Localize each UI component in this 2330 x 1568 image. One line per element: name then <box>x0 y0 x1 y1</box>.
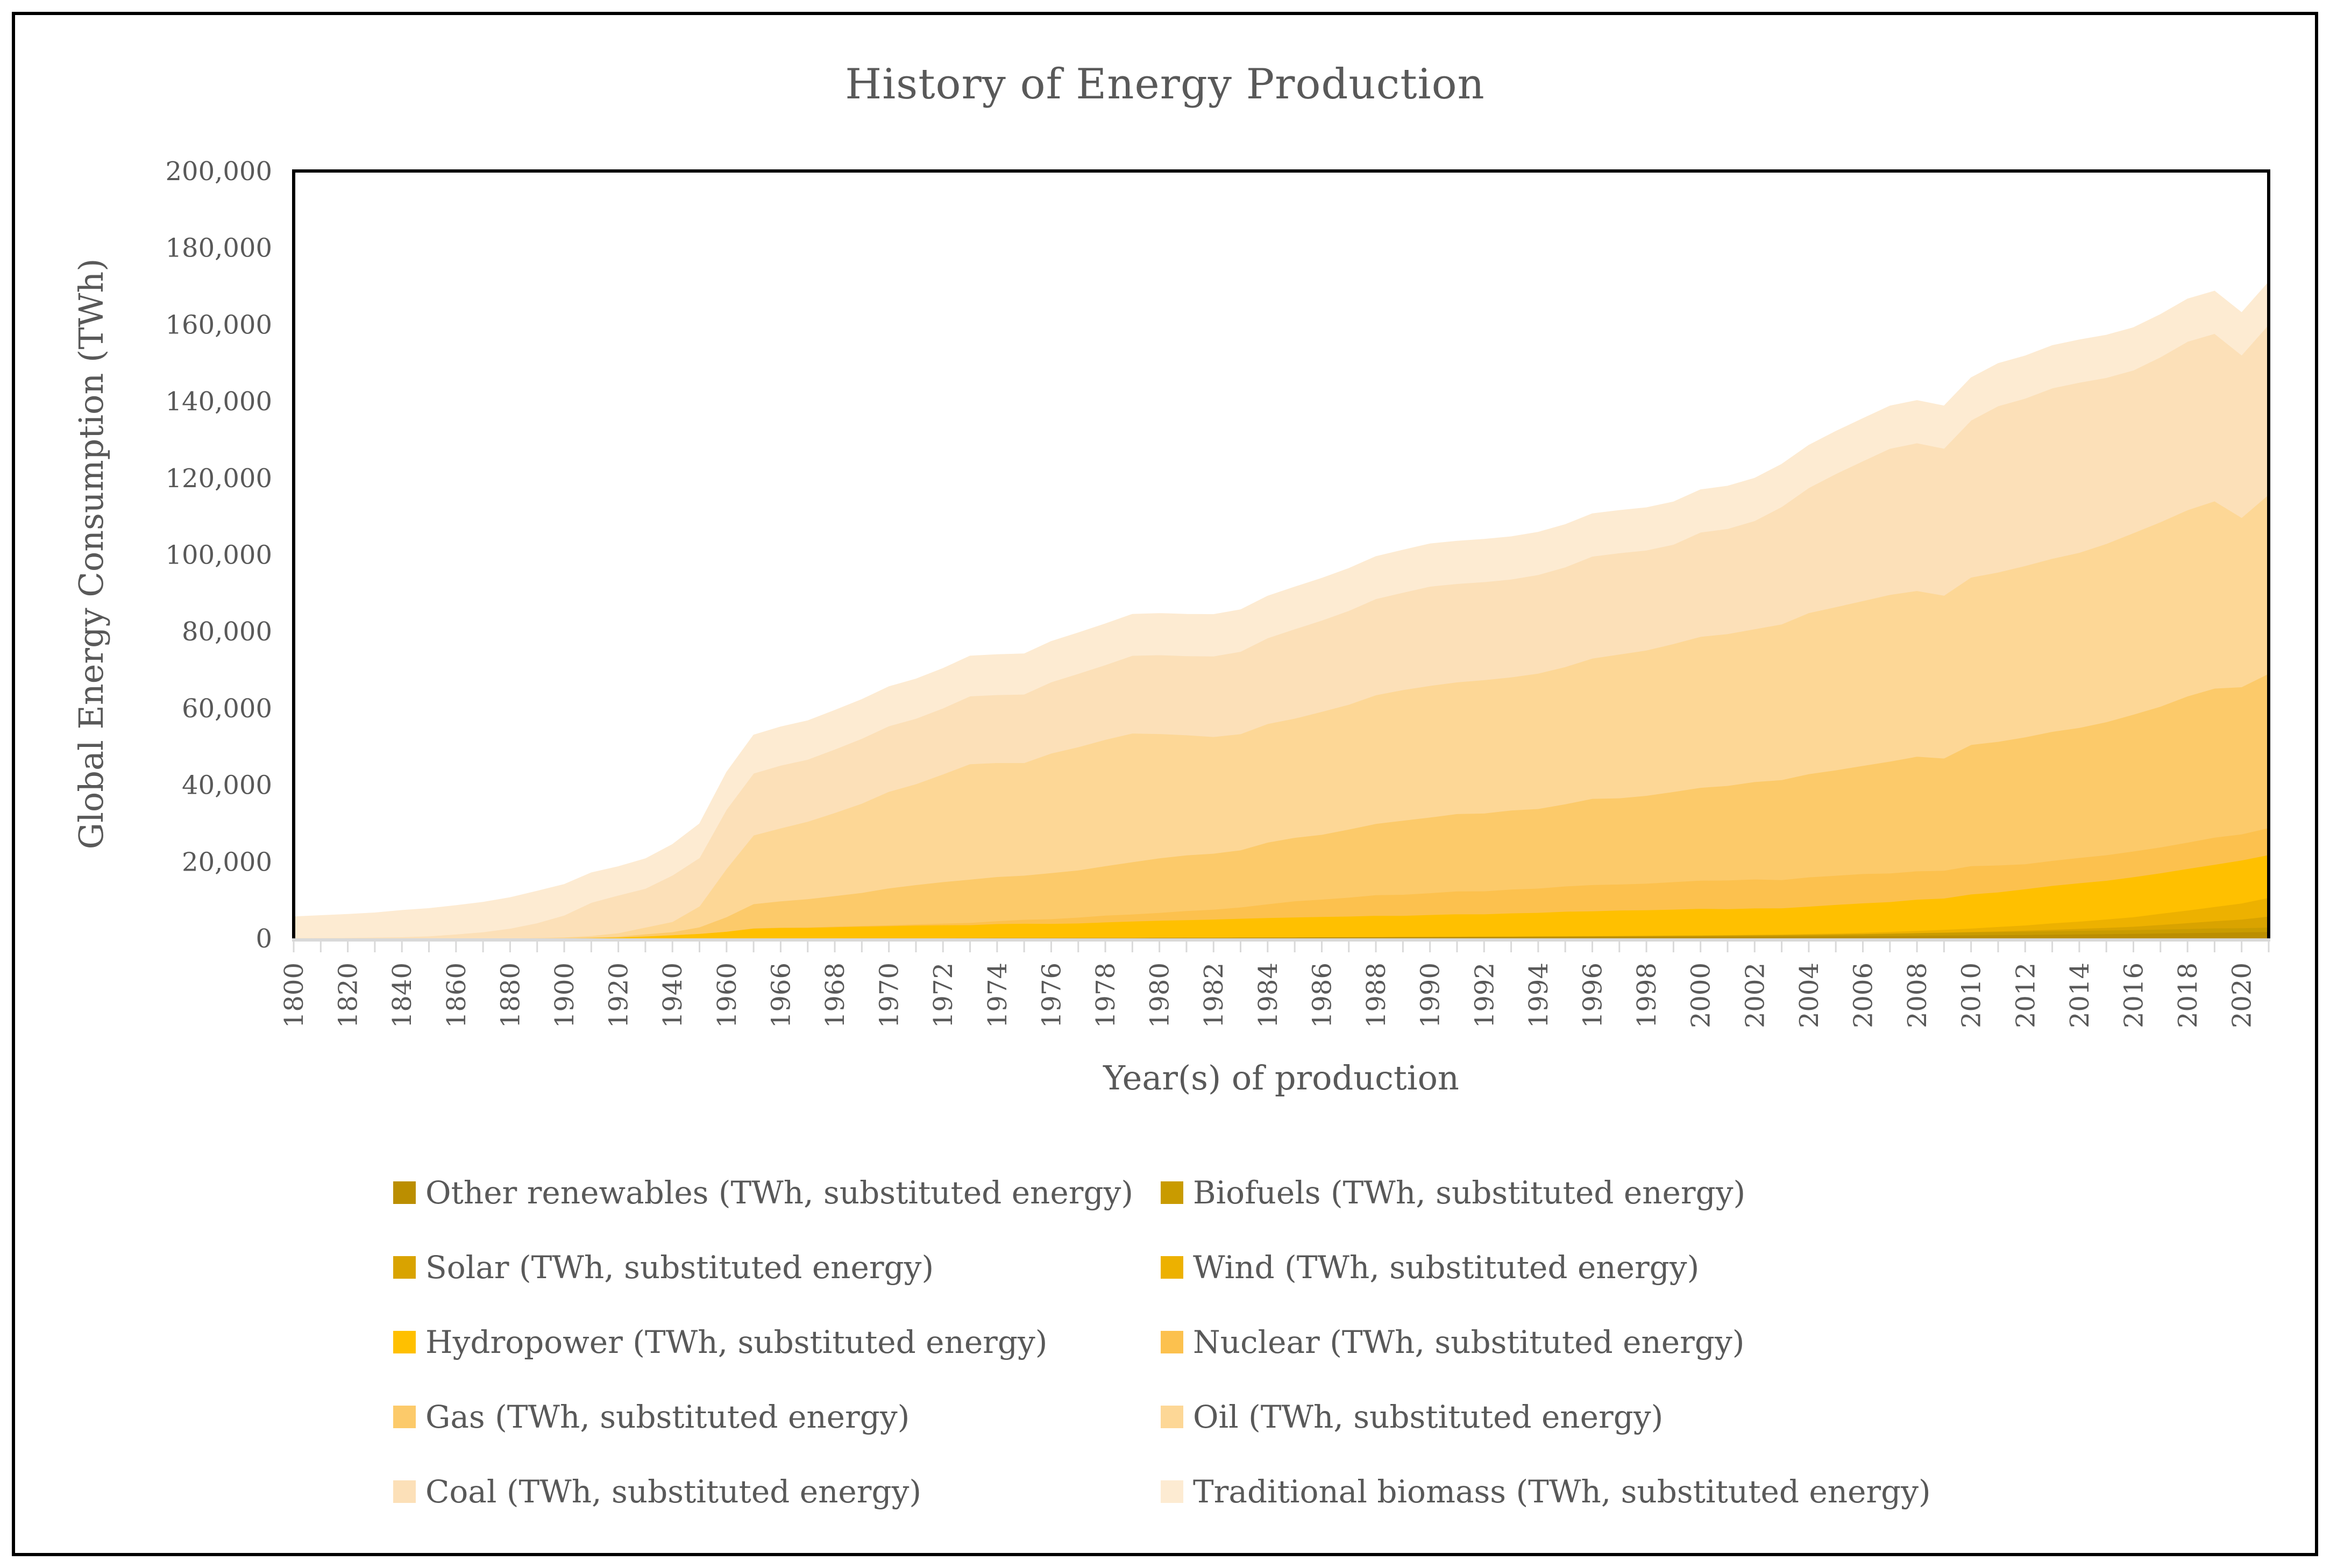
x-tick-label: 1940 <box>658 963 688 1028</box>
x-axis-title: Year(s) of production <box>1103 1058 1459 1097</box>
x-tick-label: 1974 <box>983 963 1013 1028</box>
legend-swatch-icon <box>393 1256 416 1279</box>
x-tick-label: 1984 <box>1253 963 1283 1028</box>
x-tick-label: 2008 <box>1902 963 1933 1028</box>
x-tick-label: 2018 <box>2173 963 2203 1028</box>
x-tick-label: 2000 <box>1686 963 1716 1028</box>
legend-label: Wind (TWh, substituted energy) <box>1193 1249 1700 1286</box>
x-tick-label: 1976 <box>1036 963 1067 1028</box>
legend-item-7: Gas (TWh, substituted energy) <box>393 1379 1161 1454</box>
legend-swatch-icon <box>393 1480 416 1503</box>
x-tick-label: 1820 <box>333 963 364 1028</box>
x-tick-label: 1990 <box>1416 963 1446 1028</box>
x-tick-label: 1996 <box>1578 963 1608 1028</box>
x-tick-label: 2012 <box>2011 963 2041 1028</box>
x-tick-label: 2020 <box>2227 963 2257 1028</box>
legend-label: Other renewables (TWh, substituted energ… <box>425 1174 1133 1211</box>
y-tick-label: 20,000 <box>182 847 272 877</box>
y-tick-label: 120,000 <box>166 464 273 494</box>
x-tick-label: 1900 <box>550 963 580 1028</box>
x-tick-label: 2004 <box>1794 963 1824 1028</box>
legend-item-1: Other renewables (TWh, substituted energ… <box>393 1155 1161 1230</box>
x-tick-label: 1980 <box>1145 963 1175 1028</box>
legend-swatch-icon <box>393 1405 416 1428</box>
legend-item-8: Oil (TWh, substituted energy) <box>1161 1379 2021 1454</box>
legend-label: Nuclear (TWh, substituted energy) <box>1193 1323 1745 1360</box>
x-tick-label: 1966 <box>766 963 796 1028</box>
x-tick-label: 1972 <box>928 963 958 1028</box>
legend-swatch-icon <box>1161 1330 1183 1353</box>
x-tick-label: 1978 <box>1091 963 1121 1028</box>
x-tick-label: 1982 <box>1199 963 1229 1028</box>
legend-item-5: Hydropower (TWh, substituted energy) <box>393 1305 1161 1379</box>
legend-swatch-icon <box>1161 1480 1183 1503</box>
legend-item-6: Nuclear (TWh, substituted energy) <box>1161 1305 2021 1379</box>
legend-item-10: Traditional biomass (TWh, substituted en… <box>1161 1454 2021 1529</box>
y-tick-label: 200,000 <box>166 156 273 187</box>
x-tick-label: 2014 <box>2065 963 2095 1028</box>
legend-item-4: Wind (TWh, substituted energy) <box>1161 1230 2021 1305</box>
x-tick-label: 2002 <box>1740 963 1770 1028</box>
legend-label: Biofuels (TWh, substituted energy) <box>1193 1174 1746 1211</box>
outer-frame <box>12 12 2318 1556</box>
legend-swatch-icon <box>1161 1256 1183 1279</box>
x-tick-label: 1986 <box>1307 963 1337 1028</box>
x-tick-label: 2016 <box>2119 963 2149 1028</box>
y-tick-label: 80,000 <box>182 617 272 647</box>
x-tick-label: 1994 <box>1524 963 1554 1028</box>
x-tick-label: 1988 <box>1361 963 1391 1028</box>
y-tick-label: 160,000 <box>166 310 273 340</box>
x-tick-label: 1998 <box>1632 963 1662 1028</box>
y-tick-label: 140,000 <box>166 387 273 417</box>
plot-border <box>292 169 2270 938</box>
x-tick-label: 1968 <box>820 963 850 1028</box>
legend-label: Hydropower (TWh, substituted energy) <box>425 1323 1048 1360</box>
x-tick-label: 1960 <box>712 963 742 1028</box>
x-tick-label: 2006 <box>1848 963 1878 1028</box>
legend-swatch-icon <box>1161 1405 1183 1428</box>
legend-swatch-icon <box>393 1181 416 1204</box>
legend-item-2: Biofuels (TWh, substituted energy) <box>1161 1155 2021 1230</box>
legend-item-9: Coal (TWh, substituted energy) <box>393 1454 1161 1529</box>
y-tick-label: 0 <box>255 924 272 954</box>
legend-swatch-icon <box>393 1330 416 1353</box>
legend-label: Coal (TWh, substituted energy) <box>425 1473 921 1510</box>
legend-label: Oil (TWh, substituted energy) <box>1193 1398 1664 1435</box>
x-tick-label: 1970 <box>875 963 905 1028</box>
y-tick-label: 180,000 <box>166 233 273 263</box>
x-tick-label: 2010 <box>1957 963 1987 1028</box>
legend-label: Traditional biomass (TWh, substituted en… <box>1193 1473 1931 1510</box>
chart-title: History of Energy Production <box>845 60 1485 109</box>
x-tick-label: 1920 <box>604 963 634 1028</box>
y-axis-title: Global Energy Consumption (TWh) <box>72 258 111 850</box>
x-tick-label: 1860 <box>442 963 472 1028</box>
x-tick-label: 1880 <box>495 963 525 1028</box>
y-tick-label: 100,000 <box>166 540 273 571</box>
x-tick-label: 1840 <box>387 963 417 1028</box>
legend-item-3: Solar (TWh, substituted energy) <box>393 1230 1161 1305</box>
legend: Other renewables (TWh, substituted energ… <box>393 1155 2021 1529</box>
legend-label: Solar (TWh, substituted energy) <box>425 1249 934 1286</box>
y-tick-label: 40,000 <box>182 771 272 801</box>
x-tick-label: 1800 <box>279 963 309 1028</box>
y-tick-label: 60,000 <box>182 694 272 724</box>
legend-swatch-icon <box>1161 1181 1183 1204</box>
x-tick-label: 1992 <box>1469 963 1500 1028</box>
legend-label: Gas (TWh, substituted energy) <box>425 1398 910 1435</box>
